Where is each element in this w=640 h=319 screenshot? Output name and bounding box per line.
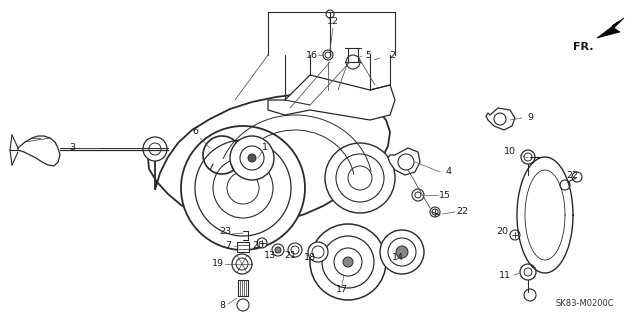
Circle shape xyxy=(524,289,536,301)
Circle shape xyxy=(257,238,267,248)
Circle shape xyxy=(343,257,353,267)
Circle shape xyxy=(380,230,424,274)
Circle shape xyxy=(272,244,284,256)
Bar xyxy=(237,242,249,252)
Circle shape xyxy=(510,230,520,240)
Circle shape xyxy=(181,126,305,250)
Polygon shape xyxy=(388,148,420,175)
Circle shape xyxy=(275,247,281,253)
Circle shape xyxy=(232,254,252,274)
Text: 21: 21 xyxy=(284,250,296,259)
Text: 13: 13 xyxy=(264,250,276,259)
Text: 17: 17 xyxy=(336,286,348,294)
Text: 5: 5 xyxy=(365,51,371,61)
Text: 16: 16 xyxy=(306,50,318,60)
Text: FR.: FR. xyxy=(573,42,594,52)
Text: 3: 3 xyxy=(69,144,75,152)
Circle shape xyxy=(521,150,535,164)
Polygon shape xyxy=(597,18,624,38)
Text: 20: 20 xyxy=(252,241,264,250)
Text: 9: 9 xyxy=(527,114,533,122)
Text: 10: 10 xyxy=(504,147,516,157)
Circle shape xyxy=(237,299,249,311)
Polygon shape xyxy=(268,75,395,120)
Circle shape xyxy=(143,137,167,161)
Text: 4: 4 xyxy=(445,167,451,176)
Text: 22: 22 xyxy=(456,207,468,217)
Polygon shape xyxy=(18,136,60,166)
Text: 2: 2 xyxy=(389,51,395,61)
Polygon shape xyxy=(486,108,515,130)
Text: 8: 8 xyxy=(219,301,225,310)
Text: 19: 19 xyxy=(212,259,224,269)
Text: 14: 14 xyxy=(392,254,404,263)
Text: SK83-M0200C: SK83-M0200C xyxy=(555,299,614,308)
Circle shape xyxy=(325,143,395,213)
Text: 7: 7 xyxy=(225,241,231,250)
Text: 22: 22 xyxy=(566,170,578,180)
Circle shape xyxy=(310,224,386,300)
Text: 1: 1 xyxy=(262,144,268,152)
Text: 15: 15 xyxy=(439,190,451,199)
Text: 12: 12 xyxy=(327,18,339,26)
Polygon shape xyxy=(148,94,390,226)
Text: 6: 6 xyxy=(192,128,198,137)
Text: 20: 20 xyxy=(496,227,508,236)
Circle shape xyxy=(396,246,408,258)
Circle shape xyxy=(520,264,536,280)
Circle shape xyxy=(230,136,274,180)
Circle shape xyxy=(248,154,256,162)
Text: 23: 23 xyxy=(219,227,231,236)
Text: 18: 18 xyxy=(304,254,316,263)
Circle shape xyxy=(288,243,302,257)
Text: 11: 11 xyxy=(499,271,511,279)
Circle shape xyxy=(308,242,328,262)
